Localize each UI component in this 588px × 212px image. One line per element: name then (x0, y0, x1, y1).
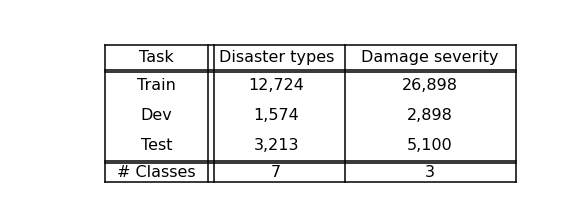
Text: # Classes: # Classes (118, 165, 196, 180)
Text: Dev: Dev (141, 108, 172, 123)
Text: Damage severity: Damage severity (362, 50, 499, 65)
Text: 26,898: 26,898 (402, 78, 458, 93)
Text: Disaster types: Disaster types (219, 50, 334, 65)
Text: 7: 7 (271, 165, 281, 180)
Text: 12,724: 12,724 (248, 78, 304, 93)
Text: 3,213: 3,213 (253, 138, 299, 153)
Text: 2,898: 2,898 (407, 108, 453, 123)
Text: Task: Task (139, 50, 174, 65)
Text: 3: 3 (425, 165, 435, 180)
Text: Train: Train (137, 78, 176, 93)
Text: 1,574: 1,574 (253, 108, 299, 123)
Text: Test: Test (141, 138, 172, 153)
Text: 5,100: 5,100 (407, 138, 453, 153)
